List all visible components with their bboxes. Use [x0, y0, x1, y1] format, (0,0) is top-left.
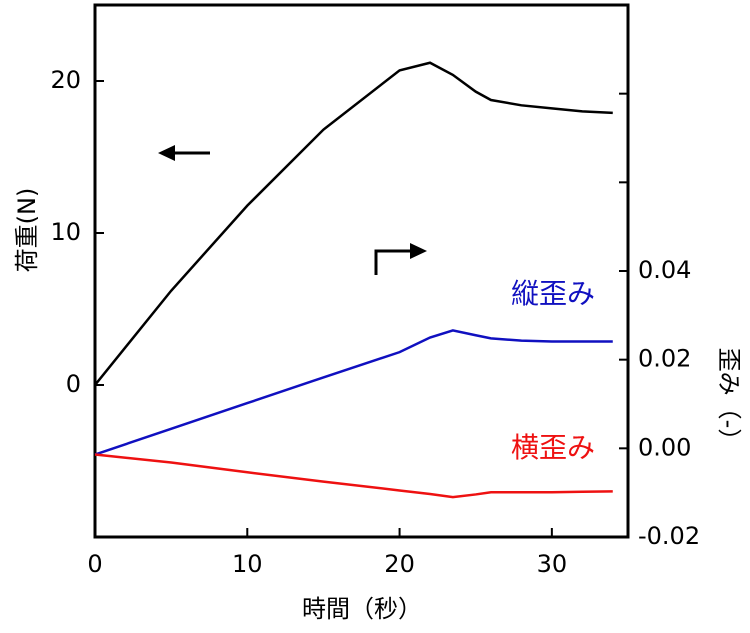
- series-line: [94, 329, 613, 456]
- y2-tick-label: -0.02: [638, 522, 700, 550]
- left-arrow: [158, 145, 210, 161]
- x-tick-label: 0: [87, 550, 102, 578]
- series-label: 横歪み: [511, 431, 595, 464]
- y2-axis-label: 歪み（-）: [715, 348, 743, 453]
- x-axis-label: 時間（秒）: [302, 595, 422, 623]
- series-line: [94, 453, 613, 499]
- x-tick-label: 10: [232, 550, 263, 578]
- x-tick-label: 30: [537, 550, 568, 578]
- y-tick-label: 0: [66, 370, 81, 398]
- series-line: [94, 61, 613, 386]
- right-arrow: [374, 243, 427, 275]
- y2-tick-label: 0.04: [638, 256, 691, 284]
- y-tick-label: 10: [50, 218, 81, 246]
- y2-tick-label: 0.00: [638, 433, 691, 461]
- y-tick-label: 20: [50, 66, 81, 94]
- x-tick-label: 20: [384, 550, 415, 578]
- y-axis-label: 荷重(N): [13, 188, 41, 273]
- series-label: 縦歪み: [511, 277, 595, 310]
- y2-tick-label: 0.02: [638, 345, 691, 373]
